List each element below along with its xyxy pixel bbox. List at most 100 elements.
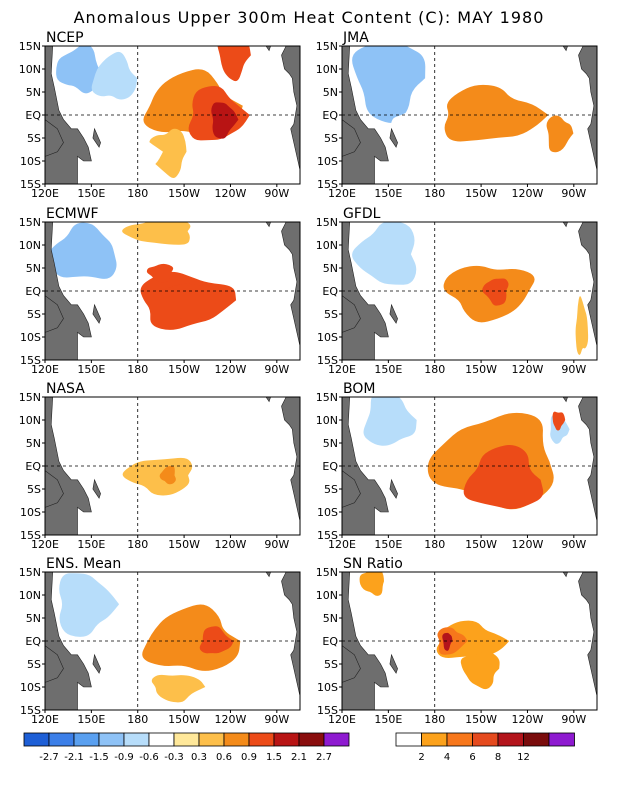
x-tick-label: 150W xyxy=(465,538,497,551)
y-tick-label: 5N xyxy=(323,437,338,450)
x-tick-label: 150E xyxy=(77,713,105,726)
y-tick-label: 5S xyxy=(324,658,338,671)
contour-region xyxy=(142,604,241,671)
y-tick-label: EQ xyxy=(322,285,338,298)
colorbar-swatch xyxy=(73,732,100,747)
colorbar-swatch xyxy=(523,732,550,747)
contour-region xyxy=(442,632,453,651)
land-mass xyxy=(342,295,361,333)
colorbar-swatch xyxy=(48,732,75,747)
colorbar-label: 12 xyxy=(517,752,530,763)
contour-region xyxy=(162,283,223,321)
y-tick-label: 5N xyxy=(323,612,338,625)
x-tick-label: 120E xyxy=(328,713,356,726)
contour-region xyxy=(460,650,500,690)
y-tick-label: 5S xyxy=(27,483,41,496)
colorbar-label: 4 xyxy=(444,752,450,763)
y-tick-label: 10S xyxy=(317,331,338,344)
colorbar-swatch xyxy=(548,732,575,747)
land-mass xyxy=(45,119,64,157)
x-tick-label: 120E xyxy=(31,187,59,200)
land-mass xyxy=(45,470,64,508)
x-tick-label: 150W xyxy=(168,187,200,200)
field xyxy=(45,222,300,360)
colorbar-swatch xyxy=(23,732,50,747)
land-mass xyxy=(562,572,568,578)
colorbar-label: 2.7 xyxy=(316,752,332,763)
contour-region xyxy=(47,222,117,279)
y-tick-label: 15N xyxy=(316,40,338,53)
land-mass xyxy=(45,645,64,683)
y-tick-label: 10N xyxy=(19,239,41,252)
contour-region xyxy=(359,572,384,596)
colorbar-swatch xyxy=(497,732,524,747)
contour-region xyxy=(211,102,239,139)
colorbar-swatch xyxy=(446,732,473,747)
land-mass xyxy=(281,572,300,697)
land-mass xyxy=(281,46,300,171)
y-tick-label: 5N xyxy=(323,86,338,99)
contour-region xyxy=(217,46,251,82)
contour-region xyxy=(352,222,417,285)
x-tick-label: 90W xyxy=(561,363,586,376)
land-mass xyxy=(92,127,101,148)
colorbar-swatch xyxy=(298,732,325,747)
y-tick-label: EQ xyxy=(322,460,338,473)
figure-title: Anomalous Upper 300m Heat Content (C): M… xyxy=(74,8,545,27)
land-mass xyxy=(45,295,64,333)
x-tick-label: 150E xyxy=(374,713,402,726)
colorbar-swatch xyxy=(223,732,250,747)
panel-title: ENS. Mean xyxy=(46,556,121,572)
panel-title: SN Ratio xyxy=(343,556,403,572)
contour-region xyxy=(199,626,234,654)
land-mass xyxy=(578,46,597,171)
y-tick-label: 15N xyxy=(316,566,338,579)
y-tick-label: 10S xyxy=(20,506,41,519)
y-tick-label: 15N xyxy=(19,216,41,229)
land-mass xyxy=(92,303,101,324)
land-mass xyxy=(389,653,398,674)
y-tick-label: 15S xyxy=(20,178,41,191)
colorbar-swatch xyxy=(123,732,150,747)
land-mass xyxy=(265,222,271,228)
contour-region xyxy=(159,465,176,485)
field xyxy=(45,397,300,535)
x-tick-label: 150W xyxy=(168,713,200,726)
y-tick-label: 5S xyxy=(324,132,338,145)
y-tick-label: EQ xyxy=(25,285,41,298)
land-mass xyxy=(92,478,101,499)
land-mass xyxy=(389,303,398,324)
y-tick-label: 10S xyxy=(20,155,41,168)
colorbar-label: -0.9 xyxy=(114,752,134,763)
contour-region xyxy=(196,397,236,425)
land-mass xyxy=(281,222,300,347)
x-tick-label: 180 xyxy=(127,187,148,200)
x-tick-label: 90W xyxy=(264,363,289,376)
x-tick-label: 90W xyxy=(561,187,586,200)
land-mass xyxy=(92,653,101,674)
y-tick-label: 15S xyxy=(317,704,338,717)
y-tick-label: 5S xyxy=(27,132,41,145)
x-tick-label: 180 xyxy=(424,538,445,551)
x-tick-label: 120W xyxy=(512,713,544,726)
land-mass xyxy=(265,572,271,578)
x-tick-label: 120E xyxy=(31,538,59,551)
field xyxy=(45,572,300,710)
colorbar-swatch xyxy=(273,732,300,747)
x-tick-label: 180 xyxy=(424,363,445,376)
y-tick-label: 5S xyxy=(324,308,338,321)
x-tick-label: 180 xyxy=(424,187,445,200)
y-tick-label: 10N xyxy=(19,414,41,427)
y-tick-label: 15S xyxy=(20,704,41,717)
x-tick-label: 150E xyxy=(77,187,105,200)
y-tick-label: 10N xyxy=(316,589,338,602)
x-tick-label: 150E xyxy=(374,363,402,376)
colorbar-label: 2.1 xyxy=(291,752,307,763)
y-tick-label: EQ xyxy=(25,635,41,648)
y-tick-label: 10N xyxy=(19,63,41,76)
land-mass xyxy=(389,478,398,499)
y-tick-label: 10N xyxy=(19,589,41,602)
land-mass xyxy=(578,222,597,347)
